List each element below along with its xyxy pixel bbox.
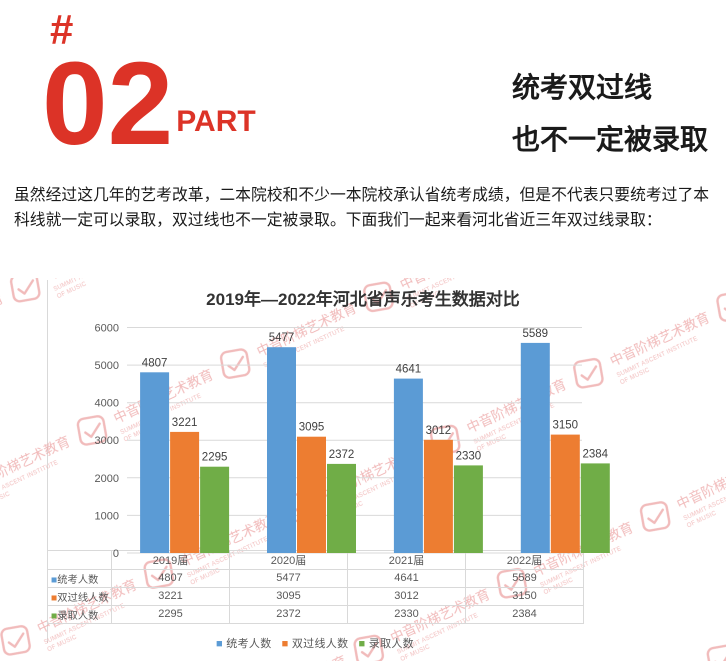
svg-text:2295: 2295	[202, 452, 228, 464]
svg-text:1000: 1000	[95, 510, 119, 522]
svg-text:3095: 3095	[299, 422, 325, 434]
svg-text:3221: 3221	[172, 417, 198, 429]
svg-text:5000: 5000	[95, 360, 119, 372]
svg-text:6000: 6000	[95, 323, 119, 335]
svg-text:4641: 4641	[396, 364, 422, 376]
svg-text:4807: 4807	[142, 357, 168, 369]
svg-text:2330: 2330	[456, 450, 482, 462]
svg-text:2372: 2372	[329, 449, 355, 461]
svg-text:4000: 4000	[95, 398, 119, 410]
svg-text:2384: 2384	[583, 448, 609, 460]
svg-text:3150: 3150	[553, 420, 579, 432]
svg-text:3000: 3000	[95, 435, 119, 447]
svg-text:5477: 5477	[269, 332, 295, 344]
svg-text:5589: 5589	[523, 328, 549, 340]
svg-text:2000: 2000	[95, 473, 119, 485]
svg-text:0: 0	[113, 548, 119, 560]
svg-text:3012: 3012	[426, 425, 452, 437]
